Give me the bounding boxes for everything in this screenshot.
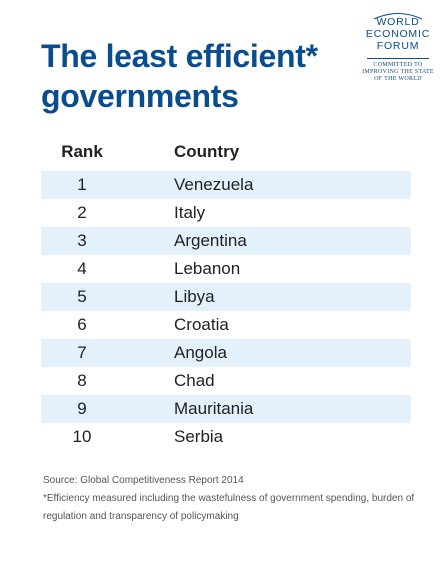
country-cell: Venezuela	[174, 175, 254, 194]
table-row: 1 Venezuela	[41, 171, 411, 199]
logo-divider	[367, 58, 429, 59]
logo-line-world: WORLD	[376, 16, 420, 28]
country-cell: Angola	[174, 343, 227, 362]
table-row: 7 Angola	[41, 339, 411, 367]
table-row: 2 Italy	[41, 199, 411, 227]
table-row: 4 Lebanon	[41, 255, 411, 283]
table-row: 10 Serbia	[41, 423, 411, 451]
country-cell: Croatia	[174, 315, 229, 334]
rank-cell: 8	[77, 371, 87, 390]
table-row: 3 Argentina	[41, 227, 411, 255]
table-row: 9 Mauritania	[41, 395, 411, 423]
chart-title: The least efficient* governments	[41, 38, 318, 114]
rank-cell: 10	[72, 427, 92, 446]
rank-cell: 7	[77, 343, 87, 362]
footnotes: Source: Global Competitiveness Report 20…	[43, 472, 423, 526]
rank-cell: 4	[77, 259, 87, 278]
table-row: 6 Croatia	[41, 311, 411, 339]
logo-arc-icon	[373, 13, 423, 20]
logo-tagline-2: IMPROVING THE STATE	[362, 69, 434, 75]
rank-cell: 5	[77, 287, 87, 306]
rank-cell: 9	[77, 399, 87, 418]
rank-cell: 2	[77, 203, 87, 222]
column-header-country: Country	[174, 142, 240, 161]
rank-cell: 1	[77, 175, 87, 194]
country-cell: Argentina	[174, 231, 247, 250]
logo-tagline-3: OF THE WORLD	[374, 76, 422, 82]
country-cell: Serbia	[174, 427, 224, 446]
logo-line-economic: ECONOMIC	[365, 28, 431, 40]
rank-cell: 3	[77, 231, 87, 250]
table-body: 1 Venezuela 2 Italy 3 Argentina 4 Lebanon 5 Libya…	[41, 171, 411, 451]
wef-logo: WORLD ECONOMIC FORUM COMMITTED TO IMPROV…	[362, 13, 434, 83]
logo-tagline-1: COMMITTED TO	[373, 62, 423, 68]
logo-line-forum: FORUM	[376, 40, 420, 52]
table-row: 5 Libya	[41, 283, 411, 311]
efficiency-footnote: *Efficiency measured including the waste…	[43, 493, 415, 522]
table-row: 8 Chad	[41, 367, 411, 395]
source-note: Source: Global Competitiveness Report 20…	[43, 475, 244, 486]
rank-cell: 6	[77, 315, 87, 334]
table-header: Rank Country	[41, 140, 411, 168]
country-cell: Libya	[174, 287, 215, 306]
country-cell: Lebanon	[174, 259, 241, 278]
column-header-rank: Rank	[61, 142, 103, 161]
country-cell: Mauritania	[174, 399, 254, 418]
country-cell: Chad	[174, 371, 215, 390]
country-cell: Italy	[174, 203, 206, 222]
